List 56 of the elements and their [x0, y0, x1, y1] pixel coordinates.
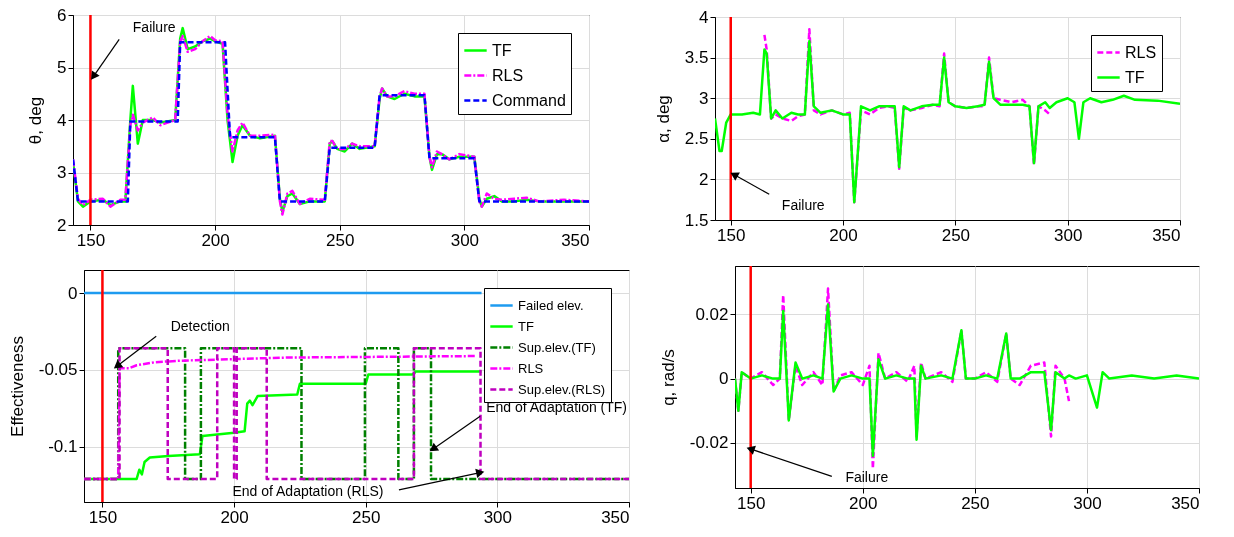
x-tick-label: 200 [849, 493, 878, 513]
x-tick-label: 350 [561, 230, 590, 250]
y-tick-label: 0 [68, 283, 78, 303]
y-tick-label: 1.5 [684, 210, 709, 230]
y-axis-title: α, deg [653, 95, 673, 143]
legend-label: TF [1125, 68, 1145, 86]
y-tick-label: 4 [57, 110, 67, 130]
y-tick-label: 4 [699, 7, 709, 27]
x-tick-label: 250 [941, 225, 971, 245]
y-tick-label: 0.02 [695, 304, 729, 324]
legend-label: Command [492, 91, 566, 109]
legend-label: RLS [518, 360, 544, 376]
x-tick-label: 150 [737, 493, 766, 513]
legend-label: TF [518, 318, 534, 334]
x-tick-label: 200 [220, 507, 249, 527]
legend-label: TF [492, 41, 512, 59]
y-tick-label: -0.05 [38, 360, 78, 380]
y-tick-label: -0.1 [48, 437, 78, 457]
legend-label: Sup.elev.(TF) [518, 339, 596, 355]
y-tick-label: 3 [57, 163, 67, 182]
x-tick-label: 200 [829, 225, 858, 245]
y-tick-label: 2 [57, 215, 67, 235]
x-tick-label: 350 [601, 507, 630, 527]
y-tick-label: 0 [719, 369, 729, 389]
y-tick-label: 3 [699, 88, 709, 108]
annotation: Failure [845, 469, 889, 486]
annotation: Detection [170, 318, 230, 335]
y-tick-label: 3.5 [684, 48, 709, 68]
y-axis-title: Effectiveness [7, 336, 27, 437]
annotation: End of Adaptation (RLS) [232, 482, 384, 499]
x-tick-label: 150 [76, 230, 106, 250]
x-tick-label: 350 [1171, 493, 1200, 513]
x-tick-label: 250 [326, 230, 355, 250]
x-tick-label: 200 [201, 230, 230, 250]
x-tick-label: 300 [1053, 225, 1083, 245]
x-tick-label: 250 [352, 507, 381, 527]
x-tick-label: 150 [717, 225, 746, 245]
y-axis-title: θ, deg [26, 96, 46, 145]
legend-label: Sup.elev.(RLS) [518, 381, 606, 397]
legend-label: RLS [1125, 43, 1157, 61]
x-tick-label: 150 [88, 507, 118, 527]
legend-label: Failed elev. [518, 297, 584, 313]
y-tick-label: -0.02 [689, 433, 729, 453]
y-axis-title: q, rad/s [658, 349, 678, 406]
y-tick-label: 5 [57, 58, 67, 77]
y-tick-label: 2.5 [684, 129, 709, 149]
y-tick-label: 2 [699, 169, 709, 189]
annotation: Failure [132, 19, 176, 36]
legend-label: RLS [492, 66, 524, 84]
x-tick-label: 300 [1073, 493, 1102, 513]
x-tick-label: 250 [961, 493, 990, 513]
x-tick-label: 300 [483, 507, 513, 527]
y-tick-label: 6 [57, 5, 67, 25]
x-tick-label: 350 [1152, 225, 1181, 245]
x-tick-label: 300 [450, 230, 480, 250]
annotation: Failure [781, 197, 825, 214]
